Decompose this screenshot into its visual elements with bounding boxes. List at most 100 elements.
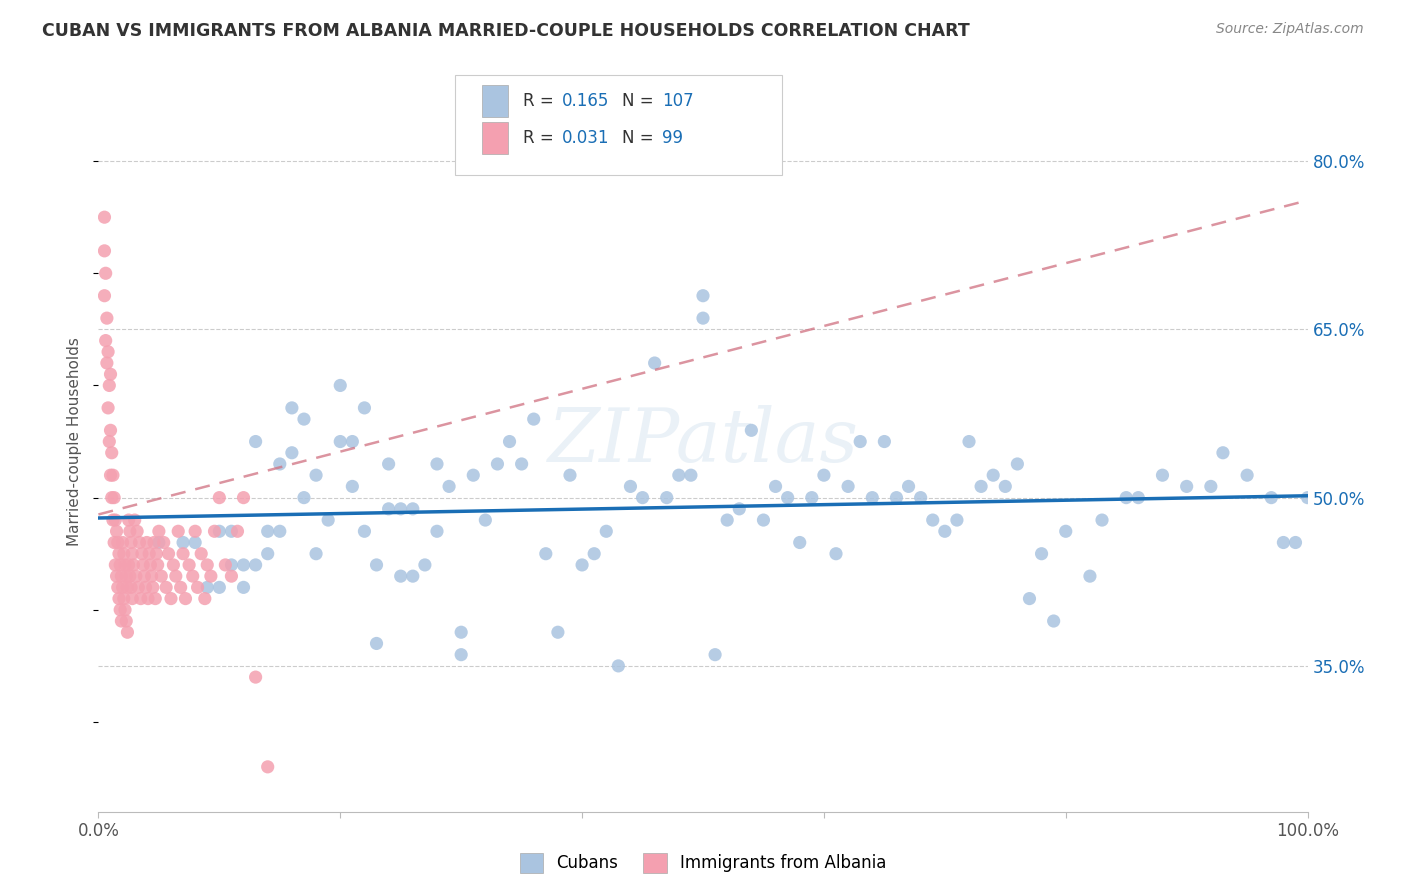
Point [108, 603, 131, 617]
Point [256, 760, 278, 774]
Point [208, 580, 231, 594]
Point [97, 401, 120, 415]
Text: 0.165: 0.165 [561, 92, 609, 110]
Point [1296, 491, 1319, 505]
Point [366, 636, 388, 650]
Point [194, 591, 217, 606]
Point [127, 524, 149, 539]
Point [232, 491, 254, 505]
Point [1042, 614, 1064, 628]
Point [1284, 535, 1306, 549]
Point [631, 491, 654, 505]
Point [1199, 479, 1222, 493]
Point [1031, 547, 1053, 561]
Point [204, 524, 226, 539]
Point [139, 558, 162, 572]
Text: CUBAN VS IMMIGRANTS FROM ALBANIA MARRIED-COUPLE HOUSEHOLDS CORRELATION CHART: CUBAN VS IMMIGRANTS FROM ALBANIA MARRIED… [42, 22, 970, 40]
Point [167, 524, 190, 539]
Text: N =: N = [621, 92, 659, 110]
Point [120, 580, 142, 594]
Point [108, 558, 131, 572]
Point [281, 401, 304, 415]
Bar [482, 122, 509, 153]
Point [1236, 468, 1258, 483]
Point [101, 468, 124, 483]
Point [342, 434, 364, 449]
Text: Source: ZipAtlas.com: Source: ZipAtlas.com [1216, 22, 1364, 37]
Point [970, 479, 993, 493]
Point [131, 547, 153, 561]
Point [103, 535, 125, 549]
Point [232, 558, 254, 572]
Point [136, 591, 159, 606]
Point [138, 547, 160, 561]
Point [98, 378, 121, 392]
Point [221, 558, 243, 572]
Text: R =: R = [523, 129, 558, 147]
Text: ZIPatlas: ZIPatlas [547, 405, 859, 478]
Point [115, 569, 138, 583]
Point [112, 591, 135, 606]
Point [765, 479, 787, 493]
Point [114, 558, 136, 572]
Point [789, 535, 811, 549]
Point [946, 513, 969, 527]
Point [221, 524, 243, 539]
Point [692, 311, 714, 326]
Point [269, 457, 291, 471]
Point [402, 501, 425, 516]
Point [329, 434, 352, 449]
Point [118, 513, 141, 527]
Point [184, 524, 207, 539]
Legend: Cubans, Immigrants from Albania: Cubans, Immigrants from Albania [513, 847, 893, 880]
Point [132, 558, 155, 572]
Point [1128, 491, 1150, 505]
Point [148, 524, 170, 539]
Point [740, 423, 762, 437]
Point [96, 311, 118, 326]
Point [353, 524, 375, 539]
Point [934, 524, 956, 539]
Point [366, 558, 388, 572]
Point [93, 289, 115, 303]
Point [134, 569, 156, 583]
Point [305, 547, 328, 561]
Point [107, 580, 129, 594]
Point [145, 547, 167, 561]
Point [98, 434, 121, 449]
Point [120, 535, 142, 549]
Point [100, 423, 122, 437]
Point [121, 547, 143, 561]
Point [162, 558, 184, 572]
Point [226, 524, 249, 539]
Point [292, 491, 315, 505]
Point [245, 558, 267, 572]
Point [184, 535, 207, 549]
Point [94, 334, 117, 348]
Point [655, 491, 678, 505]
Point [776, 491, 799, 505]
Point [825, 547, 848, 561]
Point [232, 580, 254, 594]
Point [957, 434, 980, 449]
Point [1212, 446, 1234, 460]
Point [342, 479, 364, 493]
Point [111, 580, 134, 594]
Point [110, 614, 132, 628]
Point [305, 468, 328, 483]
Point [256, 524, 278, 539]
Point [100, 368, 122, 382]
Point [103, 491, 125, 505]
Point [437, 479, 460, 493]
Y-axis label: Married-couple Households: Married-couple Households [67, 337, 83, 546]
Point [800, 491, 823, 505]
Point [142, 580, 165, 594]
Point [129, 591, 152, 606]
Point [121, 591, 143, 606]
Point [1260, 491, 1282, 505]
Text: 0.031: 0.031 [561, 129, 609, 147]
Point [160, 591, 183, 606]
Point [728, 501, 751, 516]
Point [389, 569, 412, 583]
Point [127, 580, 149, 594]
